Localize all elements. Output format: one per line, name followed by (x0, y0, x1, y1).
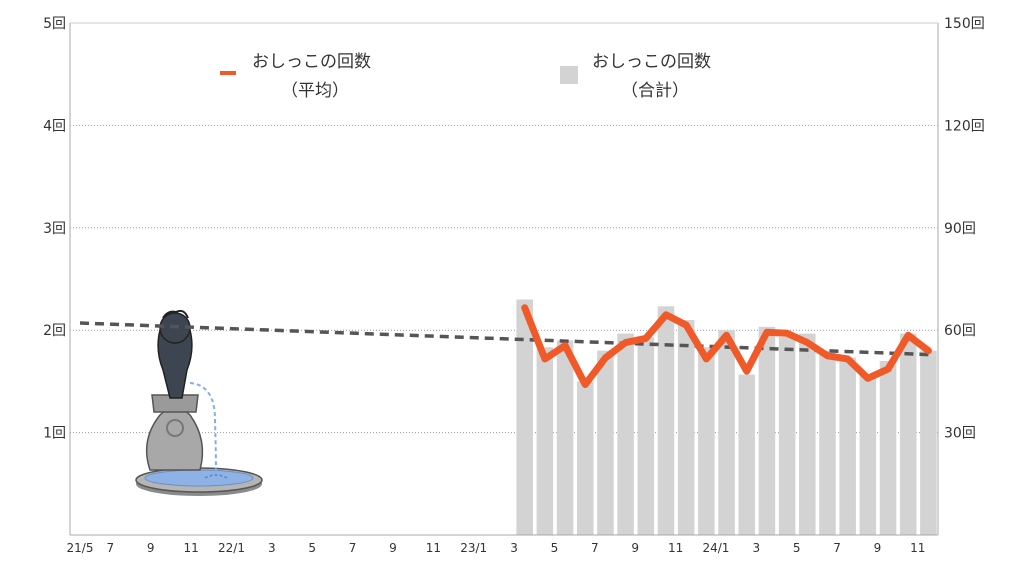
x-tick-label: 24/1 (702, 541, 729, 555)
bar (738, 374, 756, 535)
legend-label-total-line2: （合計） (621, 81, 689, 101)
y-left-tick-label: 3回 (43, 221, 66, 237)
x-tick-label: 7 (107, 541, 115, 555)
legend-swatch-average (220, 71, 236, 75)
x-tick-label: 9 (631, 541, 639, 555)
bar (677, 319, 695, 535)
average-line (521, 304, 932, 388)
x-tick-label: 3 (510, 541, 518, 555)
y-axis-right-ticks: 30回 60回 90回 120回 150回 (944, 16, 985, 442)
x-tick-label: 23/1 (460, 541, 487, 555)
x-tick-label: 3 (753, 541, 761, 555)
x-tick-label: 5 (308, 541, 316, 555)
x-tick-label: 7 (591, 541, 599, 555)
legend-label-average-line2: （平均） (281, 81, 349, 101)
bar (718, 330, 735, 535)
bar (839, 357, 856, 535)
y-left-tick-label: 2回 (43, 323, 66, 339)
x-tick-label: 7 (349, 541, 357, 555)
y-right-tick-label: 90回 (944, 221, 976, 237)
x-tick-label: 11 (910, 541, 925, 555)
bar (899, 333, 917, 535)
legend: おしっこの回数 （平均） おしっこの回数 （合計） (220, 52, 711, 101)
legend-label-average-line1: おしっこの回数 (252, 52, 371, 72)
axes (69, 22, 939, 536)
x-axis-ticks: 21/5 7 9 11 22/1 3 5 7 9 11 23/1 3 5 7 9 11 24/1 3 5 7 9 11 (67, 541, 926, 555)
bar (879, 360, 897, 535)
bar (758, 326, 776, 535)
y-right-tick-label: 60回 (944, 323, 976, 339)
bar (778, 337, 796, 535)
bar (698, 347, 715, 535)
legend-label-total-line1: おしっこの回数 (592, 52, 711, 72)
trend-line (79, 321, 935, 357)
y-left-tick-label: 5回 (43, 16, 66, 32)
x-tick-label: 7 (833, 541, 841, 555)
x-tick-label: 3 (268, 541, 276, 555)
x-tick-label: 11 (668, 541, 683, 555)
x-tick-label: 22/1 (218, 541, 245, 555)
y-left-tick-label: 4回 (43, 118, 66, 134)
bar (536, 347, 554, 535)
bar (859, 374, 877, 535)
bar-series-total (516, 299, 937, 535)
x-tick-label: 11 (426, 541, 441, 555)
bar (920, 350, 937, 535)
bar (576, 381, 594, 535)
bar (799, 333, 816, 535)
manneken-pis-fountain-icon (135, 309, 263, 496)
y-right-tick-label: 150回 (944, 16, 985, 32)
bar (516, 299, 533, 535)
x-tick-label: 21/5 (67, 541, 94, 555)
bar (637, 337, 655, 535)
bar (617, 333, 634, 535)
legend-swatch-total (560, 66, 578, 84)
y-left-tick-label: 1回 (43, 426, 66, 442)
bar (597, 350, 614, 535)
y-right-tick-label: 30回 (944, 426, 976, 442)
bar (819, 350, 836, 535)
x-tick-label: 9 (147, 541, 155, 555)
x-tick-label: 11 (183, 541, 198, 555)
y-right-tick-label: 120回 (944, 118, 985, 134)
x-tick-label: 5 (793, 541, 801, 555)
bar (556, 340, 574, 535)
x-tick-label: 9 (389, 541, 397, 555)
trend-line-path (79, 321, 935, 357)
bar (657, 306, 675, 535)
y-axis-left-ticks: 1回 2回 3回 4回 5回 (43, 16, 66, 442)
x-tick-label: 5 (551, 541, 559, 555)
x-tick-label: 9 (874, 541, 882, 555)
line-series-average (521, 304, 932, 388)
